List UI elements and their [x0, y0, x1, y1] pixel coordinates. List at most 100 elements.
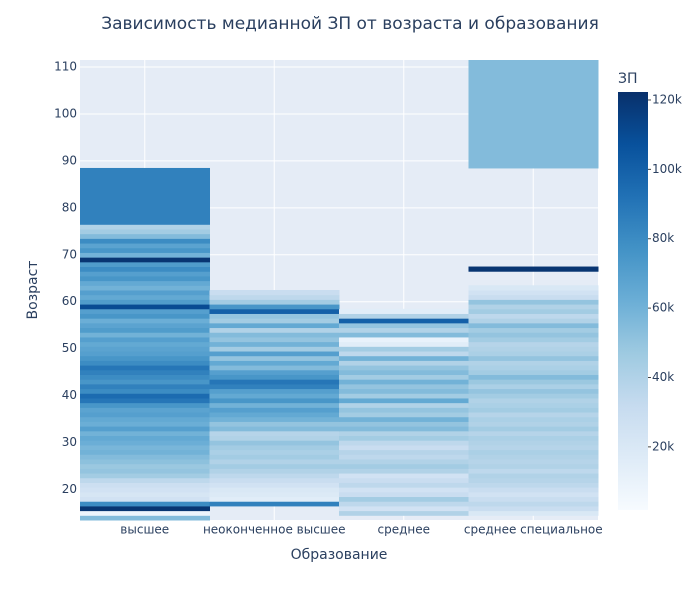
heatmap-cell [339, 477, 469, 483]
heatmap-cell [80, 351, 210, 357]
heatmap-cell [209, 473, 340, 479]
heatmap-cell [80, 407, 210, 413]
heatmap-cell [209, 444, 340, 451]
heatmap-cell [80, 360, 210, 366]
heatmap-cell [468, 336, 599, 343]
heatmap-cell [339, 468, 469, 474]
heatmap-cell [468, 426, 599, 432]
y-tick-label: 30 [62, 435, 77, 449]
heatmap-cell [468, 473, 599, 479]
heatmap-cell [339, 327, 469, 333]
heatmap-cell [468, 299, 599, 305]
heatmap-cell [209, 332, 340, 338]
heatmap-cell [468, 435, 599, 441]
heatmap-cell [80, 463, 210, 469]
heatmap-cell [468, 369, 599, 375]
heatmap-cell [209, 393, 340, 399]
heatmap-cell [209, 416, 340, 422]
y-tick-label: 20 [62, 482, 77, 496]
heatmap-cell [80, 393, 210, 399]
heatmap-cell [468, 487, 599, 493]
heatmap-cell [468, 351, 599, 357]
heatmap-cell [339, 393, 469, 399]
heatmap-cell [209, 374, 340, 380]
heatmap-cell [209, 426, 340, 432]
heatmap-cell [468, 505, 599, 512]
heatmap-cell [209, 294, 340, 300]
x-tick-label: высшее [120, 523, 169, 537]
heatmap-cell [468, 294, 599, 300]
heatmap-cell [80, 224, 210, 230]
heatmap-cell [339, 407, 469, 413]
heatmap-cell [80, 501, 210, 507]
heatmap-cell [80, 280, 210, 286]
heatmap-cell [80, 318, 210, 324]
heatmap-cell [339, 355, 469, 361]
heatmap-cell [80, 426, 210, 432]
heatmap-cell [339, 374, 469, 380]
heatmap-cell [80, 491, 210, 498]
heatmap-cell [209, 487, 340, 493]
heatmap-cell [468, 285, 599, 291]
heatmap-cell [209, 449, 340, 455]
y-tick-label: 50 [62, 341, 77, 355]
heatmap-cell [209, 383, 340, 390]
heatmap-cell [80, 346, 210, 352]
heatmap-cell [209, 355, 340, 361]
heatmap-cell [80, 257, 210, 263]
heatmap-cell [209, 402, 340, 408]
heatmap-cell [209, 304, 340, 310]
heatmap-cell [209, 397, 340, 404]
heatmap-cell [468, 510, 599, 516]
heatmap-cell [80, 332, 210, 338]
colorbar-tick-label: 20k [652, 439, 674, 453]
heatmap-cell [209, 351, 340, 357]
heatmap-cell [468, 290, 599, 296]
heatmap-cell [80, 477, 210, 483]
colorbar-tick-label: 100k [652, 162, 682, 176]
heatmap-cell [468, 318, 599, 324]
heatmap-cell [468, 449, 599, 455]
heatmap-cell [80, 336, 210, 343]
heatmap-cell [209, 407, 340, 413]
heatmap-cell [209, 454, 340, 460]
heatmap-cell [80, 435, 210, 441]
heatmap-cell [339, 388, 469, 394]
heatmap-cell [209, 435, 340, 441]
heatmap-cell [339, 454, 469, 460]
heatmap-cell [339, 369, 469, 375]
heatmap-cell [468, 304, 599, 310]
heatmap-cell [80, 304, 210, 310]
heatmap-cell [468, 407, 599, 413]
heatmap-cell [209, 365, 340, 371]
heatmap-cell [339, 346, 469, 352]
heatmap-cell [468, 463, 599, 469]
heatmap-cell [80, 402, 210, 408]
heatmap-cell [209, 412, 340, 418]
heatmap-cell [80, 271, 210, 277]
heatmap-cell [339, 501, 469, 507]
heatmap-cell [209, 388, 340, 394]
heatmap-cell [468, 322, 599, 329]
y-tick-label: 70 [62, 247, 77, 261]
heatmap-cell [468, 468, 599, 474]
y-tick-label: 80 [62, 200, 77, 214]
heatmap-cell [468, 393, 599, 399]
x-axis-title: Образование [291, 547, 388, 563]
heatmap-cell [468, 412, 599, 418]
heatmap-cell [339, 402, 469, 408]
heatmap-cell [80, 290, 210, 296]
heatmap-cell [468, 355, 599, 361]
y-tick-label: 110 [54, 60, 77, 74]
y-tick-label: 100 [54, 106, 77, 120]
colorbar-scale [618, 92, 648, 510]
heatmap-cell [468, 397, 599, 404]
heatmap-cell [80, 261, 210, 268]
heatmap-cell [339, 473, 469, 479]
heatmap-cell [80, 266, 210, 272]
heatmap-cell [339, 341, 469, 347]
heatmap-cell [468, 379, 599, 385]
heatmap-cell [80, 505, 210, 512]
heatmap-cell [209, 379, 340, 385]
